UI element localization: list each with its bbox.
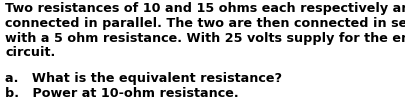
- Text: a.   What is the equivalent resistance?: a. What is the equivalent resistance?: [5, 72, 282, 85]
- Text: b.   Power at 10-ohm resistance.: b. Power at 10-ohm resistance.: [5, 87, 239, 100]
- Text: Two resistances of 10 and 15 ohms each respectively are
connected in parallel. T: Two resistances of 10 and 15 ohms each r…: [5, 2, 405, 59]
